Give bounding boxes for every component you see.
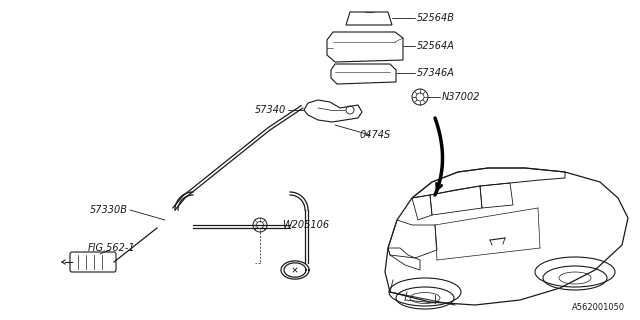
Text: 0474S: 0474S (360, 130, 391, 140)
Text: N37002: N37002 (442, 92, 481, 102)
Text: 52564A: 52564A (417, 41, 455, 51)
Text: FIG.562-1: FIG.562-1 (88, 243, 136, 253)
Text: W205106: W205106 (282, 220, 329, 230)
Text: 57340: 57340 (255, 105, 286, 115)
Text: 57330B: 57330B (90, 205, 128, 215)
Text: 57346A: 57346A (417, 68, 455, 78)
Text: 52564B: 52564B (417, 13, 455, 23)
Text: A562001050: A562001050 (572, 303, 625, 312)
